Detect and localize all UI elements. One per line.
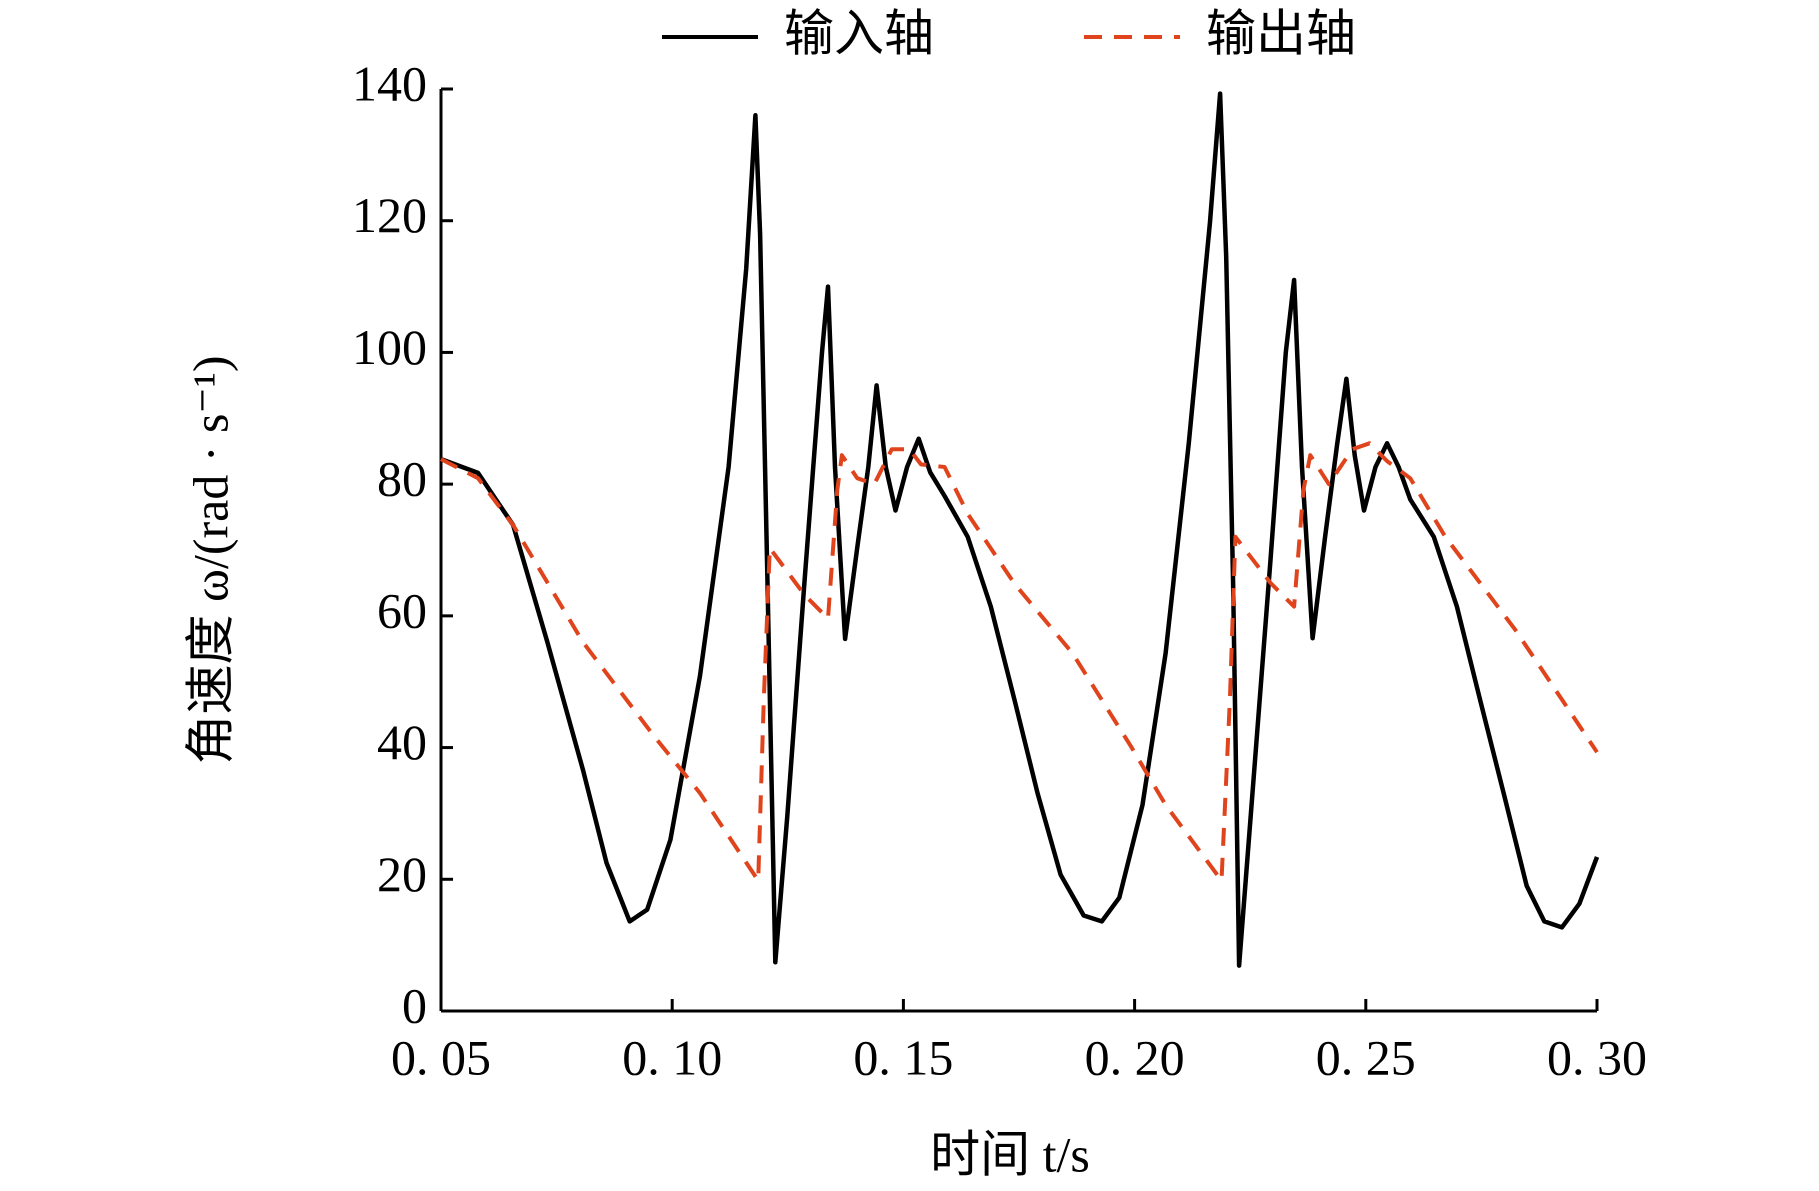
y-tick-label: 40	[377, 714, 427, 770]
legend-label: 输出轴	[1206, 5, 1356, 61]
series-line	[440, 441, 1599, 883]
x-tick-label: 0. 15	[853, 1029, 953, 1085]
x-tick-label: 0. 20	[1085, 1029, 1185, 1085]
x-tick-label: 0. 05	[391, 1029, 491, 1085]
x-tick-label: 0. 25	[1316, 1029, 1416, 1085]
y-tick-label: 60	[377, 582, 427, 638]
y-tick-label: 0	[402, 977, 427, 1033]
y-tick-label: 120	[352, 187, 427, 243]
y-tick-label: 100	[352, 319, 427, 375]
series-line	[440, 91, 1600, 968]
y-tick-label: 80	[377, 451, 427, 507]
y-axis-label: 角速度 ω/(rad · s⁻¹)	[182, 356, 238, 765]
legend-label: 输入轴	[784, 5, 934, 61]
x-tick-label: 0. 30	[1547, 1029, 1647, 1085]
y-tick-label: 140	[352, 55, 427, 111]
x-tick-label: 0. 10	[622, 1029, 722, 1085]
x-axis-label: 时间 t/s	[930, 1126, 1090, 1182]
y-tick-label: 20	[377, 846, 427, 902]
